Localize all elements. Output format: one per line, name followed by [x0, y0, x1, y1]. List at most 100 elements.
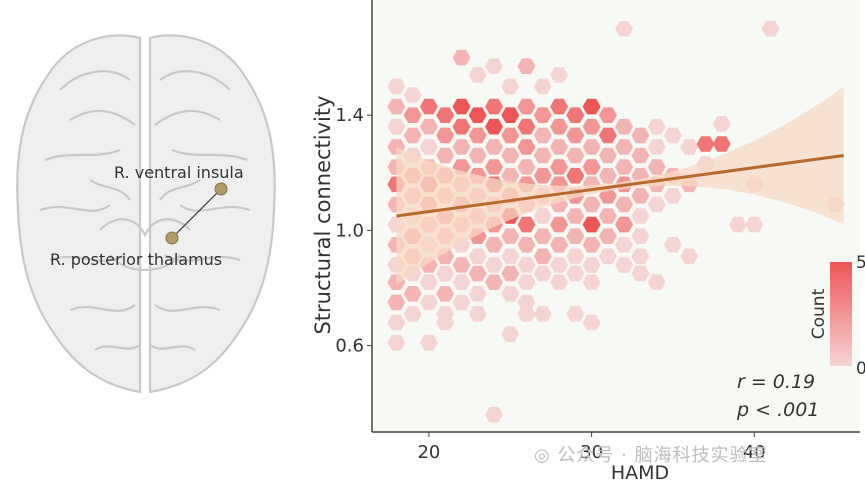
hex-bin [566, 127, 585, 144]
hex-bin [501, 286, 520, 302]
hex-bin [566, 248, 585, 265]
hex-bin [550, 139, 569, 155]
fit-line [396, 154, 844, 218]
hex-bin [598, 167, 617, 184]
hex-bin [566, 107, 585, 123]
hex-bin [419, 118, 438, 135]
hex-bin [663, 127, 682, 144]
hex-bin [582, 159, 601, 175]
hex-bin [615, 196, 634, 213]
hex-bin [631, 208, 650, 224]
hex-bin [615, 159, 634, 175]
hex-bin [452, 294, 471, 311]
hex-bin [582, 237, 601, 253]
hex-bin [598, 248, 617, 265]
hex-bin [517, 139, 536, 155]
p-annotation: p < .001 [736, 399, 819, 421]
x-tick-label: 20 [417, 442, 440, 463]
hex-bin [436, 265, 455, 282]
hex-bin [680, 248, 699, 265]
hex-bin [582, 314, 601, 331]
hex-bin [419, 139, 438, 155]
hex-bin [517, 159, 536, 175]
hex-bin [680, 139, 699, 155]
hex-bin [598, 127, 617, 144]
hex-bin [631, 188, 650, 204]
hex-bin [387, 314, 406, 331]
hex-bin [647, 159, 666, 175]
thalamus-node [165, 231, 179, 245]
insula-node [214, 182, 228, 196]
hex-bin [501, 78, 520, 95]
hex-bin [517, 98, 536, 115]
brain-outline [16, 34, 276, 394]
hex-bin [615, 216, 634, 233]
hex-bin [517, 237, 536, 253]
hex-bin [631, 265, 650, 282]
hex-bin [419, 294, 438, 311]
hex-bin [485, 406, 503, 423]
hex-bin [533, 208, 552, 224]
hex-bin [582, 139, 601, 155]
hex-bin [501, 167, 520, 184]
hex-bin [615, 21, 634, 37]
hex-bin [663, 188, 682, 204]
hex-bin [485, 98, 503, 115]
hex-bin [436, 314, 455, 331]
hex-bin [387, 294, 406, 311]
hex-bin [485, 159, 503, 175]
hex-bin [582, 196, 601, 213]
hex-bin [517, 58, 536, 74]
hex-bin [582, 98, 601, 115]
hex-bin [485, 118, 503, 135]
y-axis-label: Structural connectivity [311, 95, 335, 334]
hex-bin [550, 216, 569, 233]
hex-bin [550, 257, 569, 273]
hex-bin [485, 257, 503, 273]
hex-bin [631, 127, 650, 144]
hex-bin [403, 306, 422, 322]
hex-bin [761, 21, 780, 37]
hex-bin [517, 118, 536, 135]
hex-bin [533, 265, 552, 282]
hex-bin [485, 274, 503, 290]
colorbar-min-label: 0 [856, 359, 865, 379]
watermark: ◎ 公众号 · 脑海科技实验室 [534, 445, 768, 466]
hex-bin [485, 139, 503, 155]
hex-bin [647, 118, 666, 135]
colorbar [830, 262, 852, 366]
hex-bin [436, 107, 455, 123]
y-tick-label: 1.0 [335, 220, 364, 241]
hex-bin [501, 147, 520, 164]
hex-bin [419, 334, 438, 351]
hex-bin [452, 139, 471, 155]
hex-bin [485, 237, 503, 253]
hex-bin [631, 228, 650, 244]
hex-bin [598, 208, 617, 224]
hex-bin [533, 147, 552, 164]
hex-bin [517, 257, 536, 273]
hex-bin [598, 228, 617, 244]
hex-bin [501, 248, 520, 265]
hex-bin [501, 127, 520, 144]
hex-bin [615, 139, 634, 155]
hex-bin [550, 67, 569, 83]
hex-bin [566, 265, 585, 282]
hex-bin [436, 286, 455, 302]
colorbar-title: Count [809, 288, 829, 339]
brain-diagram: R. ventral insula R. posterior thalamus [16, 34, 276, 394]
hex-bin [566, 208, 585, 224]
hex-bin [387, 98, 406, 115]
hex-bin [468, 67, 487, 83]
hex-bin [533, 228, 552, 244]
hex-bin [631, 147, 650, 164]
hex-bin [566, 147, 585, 164]
hex-bin [647, 196, 666, 213]
hex-bin [501, 326, 520, 342]
hex-bin [696, 136, 715, 152]
hex-bin [566, 306, 585, 322]
hex-bin [403, 127, 422, 144]
hex-bin [468, 306, 487, 322]
hex-bin [745, 216, 764, 233]
